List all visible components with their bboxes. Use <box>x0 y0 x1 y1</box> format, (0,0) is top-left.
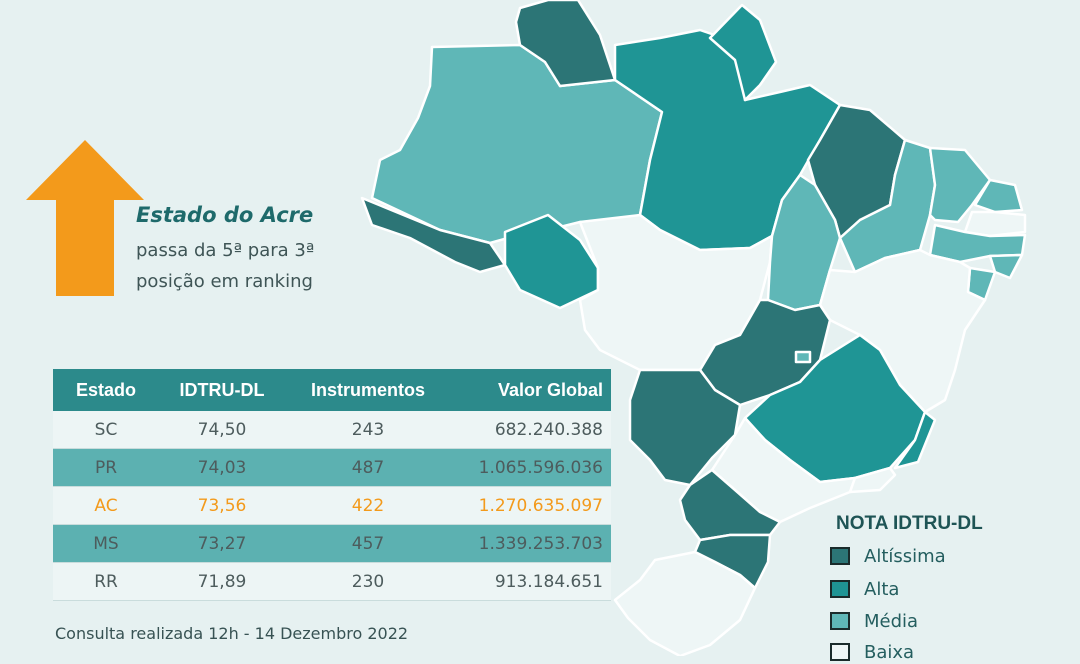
legend-swatch <box>830 643 850 661</box>
cell-instrumentos: 487 <box>285 448 451 487</box>
cell-instrumentos: 457 <box>285 524 451 563</box>
ranking-table: Estado IDTRU-DL Instrumentos Valor Globa… <box>53 369 611 601</box>
legend-item-altissima: Altíssima <box>830 544 946 568</box>
cell-instrumentos: 422 <box>285 486 451 525</box>
cell-idtru: 71,89 <box>159 562 285 601</box>
table-header-row: Estado IDTRU-DL Instrumentos Valor Globa… <box>53 369 611 411</box>
state-RN <box>973 178 1024 214</box>
cell-estado: PR <box>53 448 159 487</box>
callout-line-2: posição em ranking <box>136 271 313 292</box>
legend-item-alta: Alta <box>830 577 899 601</box>
legend-item-baixa: Baixa <box>830 640 914 664</box>
legend-label: Média <box>864 610 919 632</box>
state-MS <box>628 368 742 487</box>
legend-title: NOTA IDTRU-DL <box>836 513 983 534</box>
legend-swatch <box>830 547 850 565</box>
state-RS <box>613 550 757 656</box>
header-estado: Estado <box>75 379 136 400</box>
cell-idtru: 74,03 <box>159 448 285 487</box>
cell-estado: RR <box>53 562 159 601</box>
state-CE <box>928 146 992 224</box>
header-idtru: IDTRU-DL <box>179 379 265 400</box>
cell-valor: 1.339.253.703 <box>451 524 611 563</box>
table-row: SC 74,50 243 682.240.388 <box>53 411 611 449</box>
cell-valor: 682.240.388 <box>451 411 611 449</box>
table-row: PR 74,03 487 1.065.596.036 <box>53 448 611 487</box>
state-GO <box>698 298 832 407</box>
cell-estado: AC <box>53 486 159 525</box>
cell-idtru: 74,50 <box>159 411 285 449</box>
state-DF <box>794 350 812 364</box>
cell-idtru: 73,27 <box>159 524 285 563</box>
table-row-highlighted: AC 73,56 422 1.270.635.097 <box>53 486 611 525</box>
footnote: Consulta realizada 12h - 14 Dezembro 202… <box>55 624 409 643</box>
cell-estado: MS <box>53 524 159 563</box>
legend-label: Altíssima <box>864 545 946 567</box>
callout-line-1: passa da 5ª para 3ª <box>136 240 315 261</box>
cell-idtru: 73,56 <box>159 486 285 525</box>
legend-swatch <box>830 612 850 630</box>
legend-label: Alta <box>864 578 900 600</box>
cell-instrumentos: 243 <box>285 411 451 449</box>
state-AL <box>988 253 1024 280</box>
state-AC <box>360 196 507 274</box>
legend-label: Baixa <box>864 641 915 663</box>
state-RR <box>514 0 617 88</box>
cell-valor: 913.184.651 <box>451 562 611 601</box>
state-AP <box>708 3 778 102</box>
up-arrow-icon <box>26 140 144 296</box>
table-row: MS 73,27 457 1.339.253.703 <box>53 524 611 563</box>
cell-instrumentos: 230 <box>285 562 451 601</box>
cell-valor: 1.270.635.097 <box>451 486 611 525</box>
legend-item-media: Média <box>830 609 918 633</box>
cell-valor: 1.065.596.036 <box>451 448 611 487</box>
header-valor-global: Valor Global <box>497 379 603 400</box>
cell-estado: SC <box>53 411 159 449</box>
state-ES <box>893 410 937 470</box>
state-RJ <box>848 466 897 494</box>
table-row: RR 71,89 230 913.184.651 <box>53 562 611 601</box>
legend-swatch <box>830 580 850 598</box>
header-instrumentos: Instrumentos <box>310 379 425 400</box>
callout-title: Estado do Acre <box>136 203 314 227</box>
